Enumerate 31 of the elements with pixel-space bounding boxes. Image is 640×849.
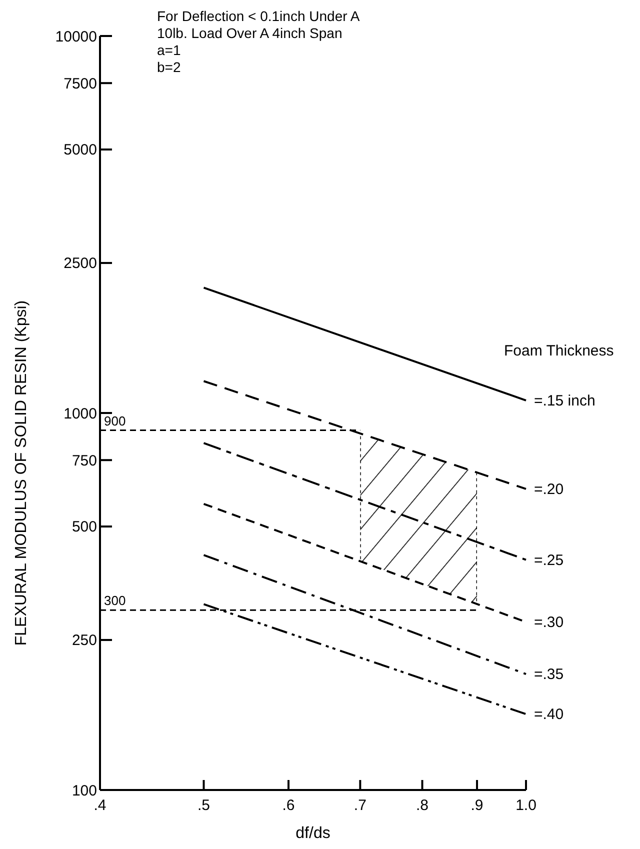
legend-title: Foam Thickness (504, 342, 614, 360)
annotation: a=1 (157, 42, 181, 58)
y-tick-label: 750 (72, 452, 97, 470)
y-tick-label: 250 (72, 632, 97, 650)
ref-line-label: 900 (104, 413, 126, 428)
series-label: =.20 (534, 480, 564, 498)
x-tick-label: .4 (94, 797, 106, 814)
series-label: =.15 inch (534, 392, 596, 410)
series-label: =.35 (534, 666, 564, 684)
ref-line-label: 300 (104, 593, 126, 608)
series-label: =.30 (534, 614, 564, 632)
text: For Deflection < 0.1inch Under A (157, 8, 360, 24)
y-tick-label: 5000 (64, 142, 97, 159)
y-axis-title: FLEXURAL MODULUS OF SOLID RESIN (Kpsi) (13, 300, 30, 646)
x-tick-label: .8 (416, 797, 429, 814)
x-tick-label: .6 (282, 797, 295, 814)
series-label: =.25 (534, 552, 564, 569)
x-axis-title: df/ds (296, 825, 330, 842)
y-tick-label: 1000 (64, 405, 97, 422)
x-tick-label: .7 (354, 797, 366, 814)
y-tick-label: 100 (72, 782, 97, 800)
annotation: b=2 (157, 59, 181, 75)
x-tick-label: 1.0 (516, 797, 536, 814)
annotation: 10lb. Load Over A 4inch Span (157, 25, 342, 41)
y-tick-label: 7500 (64, 75, 97, 92)
x-tick-label: .9 (470, 797, 484, 814)
series-label: =.40 (534, 706, 564, 724)
y-tick-label: 2500 (64, 255, 97, 272)
y-tick-label: 10000 (55, 28, 97, 46)
y-tick-label: 500 (72, 518, 97, 536)
x-tick-label: .5 (197, 797, 210, 814)
